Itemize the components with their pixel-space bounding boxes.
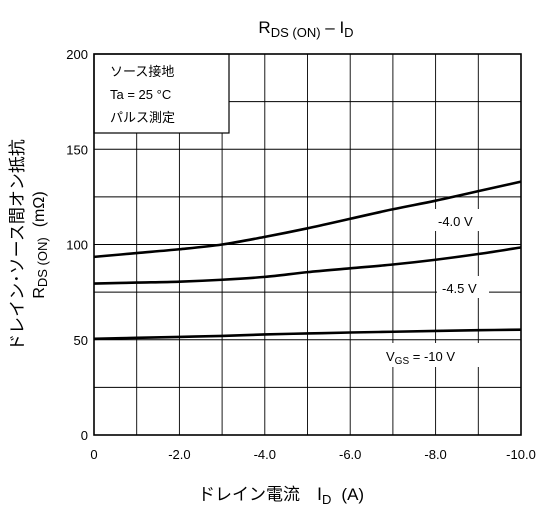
x-tick-label: -10.0 xyxy=(506,447,536,462)
y-tick-label: 0 xyxy=(81,428,88,443)
x-tick-label: -4.0 xyxy=(254,447,276,462)
y-axis-label: ドレイン･ソース間オン抵抗 xyxy=(8,139,28,351)
x-tick-label: 0 xyxy=(90,447,97,462)
series-line-2 xyxy=(93,328,522,341)
x-tick-label: -2.0 xyxy=(168,447,190,462)
y-axis-label-line1: ドレイン･ソース間オン抵抗 xyxy=(8,139,28,351)
series-label-text: -4.0 V xyxy=(438,214,473,229)
x-ticks: 0 -2.0 -4.0 -6.0 -8.0 -10.0 xyxy=(90,447,535,462)
series-line-1 xyxy=(93,246,522,285)
chart-title: RDS (ON) – ID xyxy=(258,18,353,40)
condition-text: パルス測定 xyxy=(110,111,175,126)
y-ticks: 0 50 100 150 200 xyxy=(66,47,88,443)
condition-text: Ta = 25 °C xyxy=(110,87,171,102)
conditions-box: ソース接地 Ta = 25 °C パルス測定 xyxy=(93,53,230,134)
x-tick-label: -8.0 xyxy=(424,447,446,462)
series-label-40: -4.0 V xyxy=(434,209,484,231)
plot-border xyxy=(93,53,522,436)
condition-text: ソース接地 xyxy=(110,64,174,80)
series-lines xyxy=(93,180,522,341)
y-tick-label: 50 xyxy=(74,333,88,348)
y-tick-label: 200 xyxy=(66,47,88,62)
y-tick-label: 100 xyxy=(66,238,88,253)
y-tick-label: 150 xyxy=(66,142,88,157)
series-label-text: VGS = -10 V xyxy=(386,349,455,367)
series-line-0 xyxy=(93,180,522,259)
x-axis-label: ドレイン電流 ID (A) xyxy=(198,485,364,507)
series-label-10: VGS = -10 V xyxy=(382,343,484,367)
series-label-45: -4.5 V xyxy=(437,276,489,298)
series-label-text: -4.5 V xyxy=(442,281,477,296)
x-tick-label: -6.0 xyxy=(339,447,361,462)
y-axis-label-2: RDS (ON)(mΩ) xyxy=(31,191,50,298)
y-axis-label-line2: RDS (ON)(mΩ) xyxy=(31,191,50,298)
